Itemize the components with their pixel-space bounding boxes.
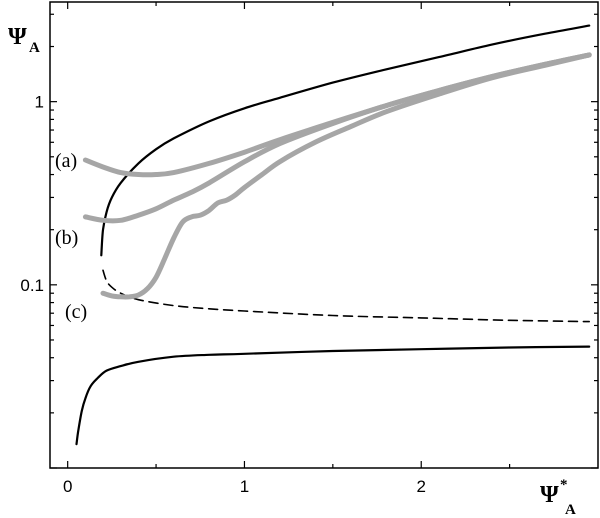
x-axis-symbol: Ψ: [540, 482, 559, 508]
x-axis-subscript: A: [565, 502, 576, 518]
series-line-upper-branch: [100, 24, 591, 257]
y-axis-subscript: A: [29, 40, 40, 56]
x-axis-label: Ψ * A: [540, 477, 576, 518]
y-axis-symbol: Ψ: [8, 24, 27, 50]
x-tick-label: 0: [63, 477, 72, 496]
series-line-b: [82, 52, 592, 224]
series-layer: [75, 24, 592, 446]
series-line-unstable-branch: [102, 269, 590, 323]
annotation-a: (a): [55, 150, 77, 172]
y-axis-label: Ψ A: [8, 24, 40, 56]
annotation-b: (b): [55, 227, 78, 249]
x-axis-superscript: *: [560, 477, 568, 493]
y-tick-label: 1: [35, 93, 44, 112]
tick-layer: 0 1 2 0.1 1: [20, 2, 598, 496]
series-line-c: [100, 52, 592, 300]
annotation-c: (c): [65, 301, 87, 323]
x-tick-label: 2: [416, 477, 425, 496]
series-line-lower-branch: [75, 345, 591, 446]
y-tick-label: 0.1: [20, 276, 44, 295]
plot-frame: [49, 1, 599, 469]
x-tick-label: 1: [240, 477, 249, 496]
